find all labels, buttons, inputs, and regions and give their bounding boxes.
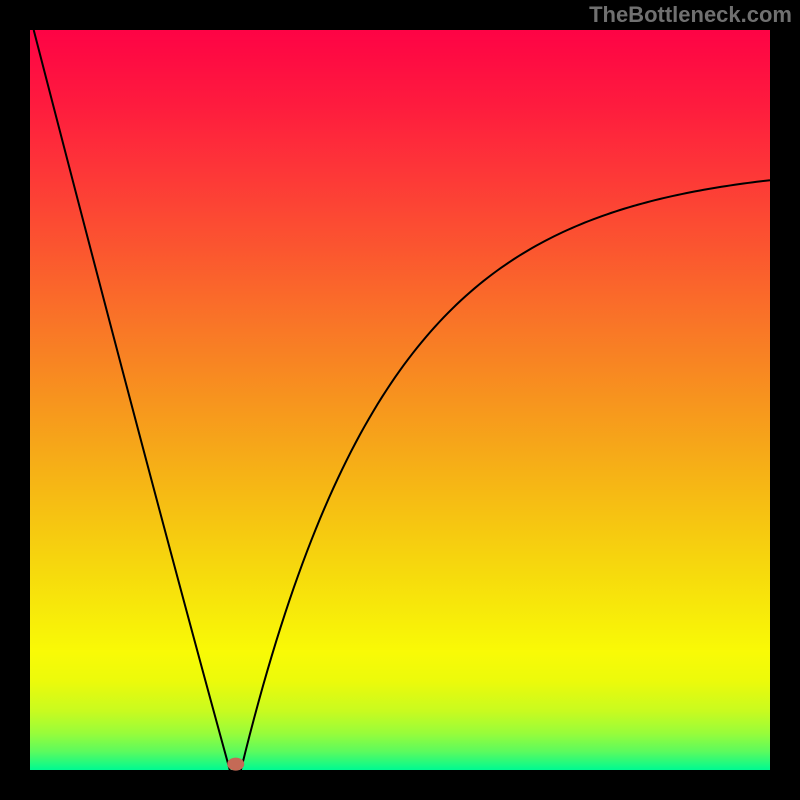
chart-root: TheBottleneck.com: [0, 0, 800, 800]
plot-background: [30, 30, 770, 770]
gradient-chart: [0, 0, 800, 800]
minimum-marker: [228, 758, 244, 770]
